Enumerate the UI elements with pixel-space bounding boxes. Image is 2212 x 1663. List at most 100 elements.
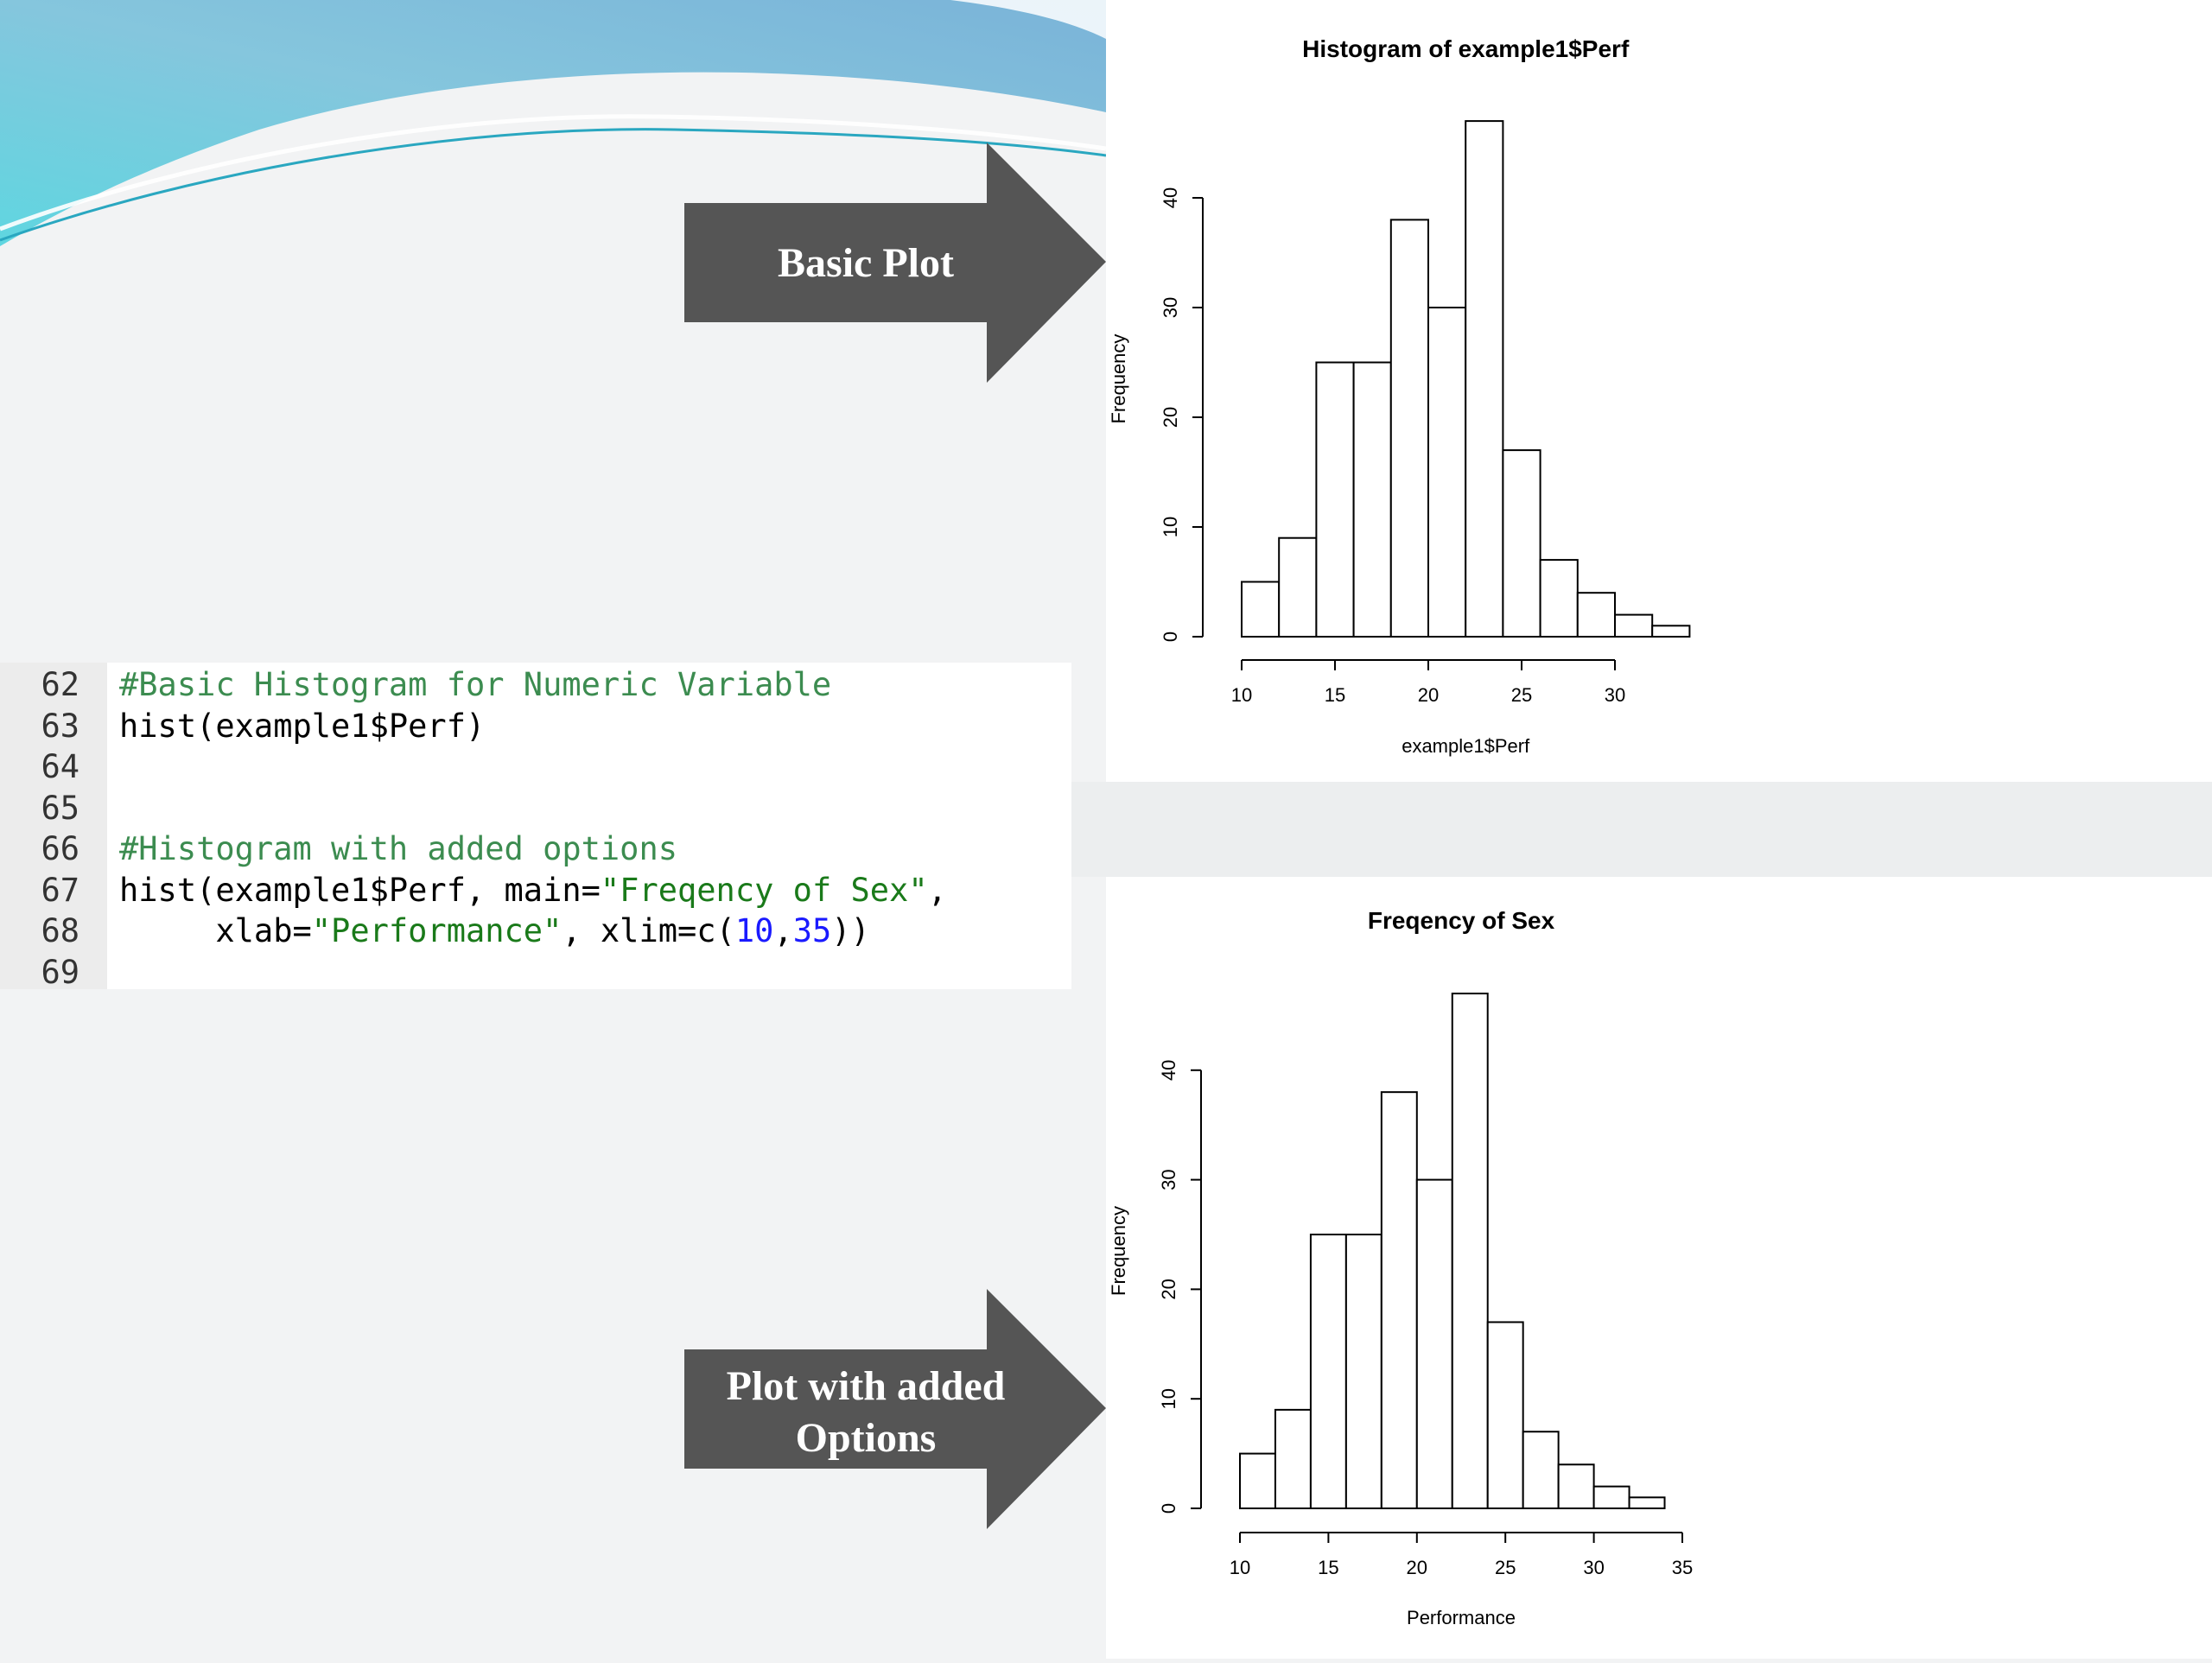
x-axis-label: Performance — [1407, 1607, 1516, 1628]
histogram-bar — [1557, 1463, 1595, 1510]
histogram-bar — [1576, 592, 1616, 638]
arrow-label-line: Options — [795, 1415, 937, 1461]
code-text: #Basic Histogram for Numeric Variable — [119, 664, 831, 706]
histogram-bar — [1309, 1234, 1347, 1509]
arrow-label-line: Basic Plot — [778, 240, 954, 286]
code-token: hist(example1$Perf) — [119, 707, 486, 745]
basic-histogram-panel: Histogram of example1$Perf 10 15 20 25 30 0 10 2… — [1106, 0, 2212, 782]
line-number-gutter — [0, 663, 107, 989]
code-text: hist(example1$Perf) — [119, 706, 485, 747]
code-token: #Histogram with added options — [119, 830, 678, 867]
line-number: 66 — [41, 830, 79, 867]
histogram-bar — [1427, 307, 1467, 638]
histogram-bar — [1465, 120, 1504, 638]
added-options-arrow-label: Plot with added Options — [684, 1361, 1047, 1464]
y-tick-label: 40 — [1160, 187, 1181, 208]
code-token: "Performance" — [311, 912, 563, 949]
histogram-bar — [1344, 1234, 1382, 1509]
code-token: hist(example1$Perf, main= — [119, 871, 601, 909]
basic-histogram-chart: Histogram of example1$Perf 10 15 20 25 30 0 10 2… — [1108, 35, 1691, 757]
x-tick-label: 15 — [1325, 684, 1345, 706]
x-tick-label: 30 — [1605, 684, 1625, 706]
histogram-bar — [1415, 1178, 1453, 1509]
code-text: xlab="Performance", xlim=c(10,35)) — [119, 911, 870, 952]
code-text: hist(example1$Perf, main="Freqency of Se… — [119, 870, 947, 911]
line-number: 69 — [41, 953, 79, 991]
chart-title: Histogram of example1$Perf — [1302, 35, 1630, 62]
y-tick-label: 20 — [1158, 1279, 1179, 1299]
options-histogram-panel: Freqency of Sex 10 15 20 25 30 35 0 10 20 30 40 Perf… — [1106, 877, 2212, 1659]
y-tick-label: 10 — [1160, 517, 1181, 537]
histogram-bar — [1451, 993, 1489, 1510]
code-token: #Basic Histogram for Numeric Variable — [119, 666, 832, 703]
basic-plot-arrow-label: Basic Plot — [684, 238, 1047, 289]
y-tick-label: 0 — [1158, 1503, 1179, 1514]
histogram-bar — [1380, 1091, 1418, 1509]
x-tick-label: 20 — [1407, 1557, 1427, 1578]
histogram-bar — [1239, 1452, 1276, 1509]
arrow-label-line: Plot with added — [726, 1363, 1006, 1409]
histogram-bar — [1614, 613, 1654, 638]
histogram-bar — [1278, 536, 1318, 638]
header-wave-line — [0, 114, 1107, 232]
header-wave-line-dark — [0, 128, 1107, 242]
code-token: , — [773, 912, 793, 949]
histogram-bar — [1628, 1496, 1666, 1510]
y-tick-label: 10 — [1158, 1388, 1179, 1409]
x-tick-label: 10 — [1230, 1557, 1250, 1578]
code-line[interactable]: 64 — [0, 746, 1071, 788]
histogram-bar — [1486, 1321, 1524, 1509]
code-token: xlab= — [119, 912, 312, 949]
histogram-bar — [1502, 449, 1541, 638]
header-wave — [0, 0, 1106, 246]
code-token: "Freqency of Sex" — [600, 871, 928, 909]
line-number: 68 — [41, 912, 79, 949]
histogram-bar — [1592, 1485, 1630, 1510]
chart-title: Freqency of Sex — [1368, 907, 1555, 934]
line-number: 67 — [41, 871, 79, 909]
histogram-bar — [1389, 219, 1429, 638]
x-axis-label: example1$Perf — [1402, 735, 1530, 757]
code-editor[interactable]: 62 #Basic Histogram for Numeric Variable 6… — [0, 663, 1071, 991]
y-tick-label: 30 — [1160, 297, 1181, 318]
histogram-bar — [1539, 559, 1579, 638]
x-tick-label: 10 — [1231, 684, 1252, 706]
code-token: , — [927, 871, 947, 909]
basic-plot-arrow — [684, 143, 1106, 383]
y-tick-label: 40 — [1158, 1060, 1179, 1081]
histogram-bar — [1522, 1431, 1560, 1509]
x-tick-label: 35 — [1672, 1557, 1693, 1578]
y-tick-label: 30 — [1158, 1169, 1179, 1190]
code-line[interactable]: 66 #Histogram with added options — [0, 828, 1071, 870]
code-line[interactable]: 67 hist(example1$Perf, main="Freqency of … — [0, 870, 1071, 911]
y-tick-label: 0 — [1160, 632, 1181, 642]
line-number: 63 — [41, 707, 79, 745]
code-line[interactable]: 68 xlab="Performance", xlim=c(10,35)) — [0, 911, 1071, 952]
x-tick-label: 15 — [1318, 1557, 1338, 1578]
histogram-bar — [1241, 581, 1281, 638]
x-tick-label: 30 — [1583, 1557, 1604, 1578]
histogram-bar — [1274, 1408, 1312, 1510]
line-number: 62 — [41, 666, 79, 703]
code-line[interactable]: 69 — [0, 952, 1071, 993]
code-line[interactable]: 62 #Basic Histogram for Numeric Variable — [0, 664, 1071, 706]
line-number: 64 — [41, 748, 79, 785]
y-tick-label: 20 — [1160, 407, 1181, 428]
code-token: , xlim=c( — [562, 912, 735, 949]
histogram-bar — [1651, 625, 1691, 638]
options-histogram-chart: Freqency of Sex 10 15 20 25 30 35 0 10 20 30 40 Perf… — [1108, 907, 1693, 1628]
added-options-arrow — [684, 1289, 1106, 1529]
x-tick-label: 25 — [1511, 684, 1532, 706]
histogram-bar — [1315, 361, 1355, 638]
code-token: )) — [831, 912, 870, 949]
x-tick-label: 20 — [1418, 684, 1439, 706]
code-line[interactable]: 65 — [0, 788, 1071, 829]
y-axis-label: Frequency — [1108, 334, 1129, 424]
code-text: #Histogram with added options — [119, 828, 677, 870]
code-token: 10 — [734, 912, 774, 949]
x-tick-label: 25 — [1495, 1557, 1516, 1578]
code-token: 35 — [792, 912, 832, 949]
y-axis-label: Frequency — [1108, 1206, 1129, 1296]
histogram-bar — [1352, 361, 1392, 638]
code-line[interactable]: 63 hist(example1$Perf) — [0, 706, 1071, 747]
